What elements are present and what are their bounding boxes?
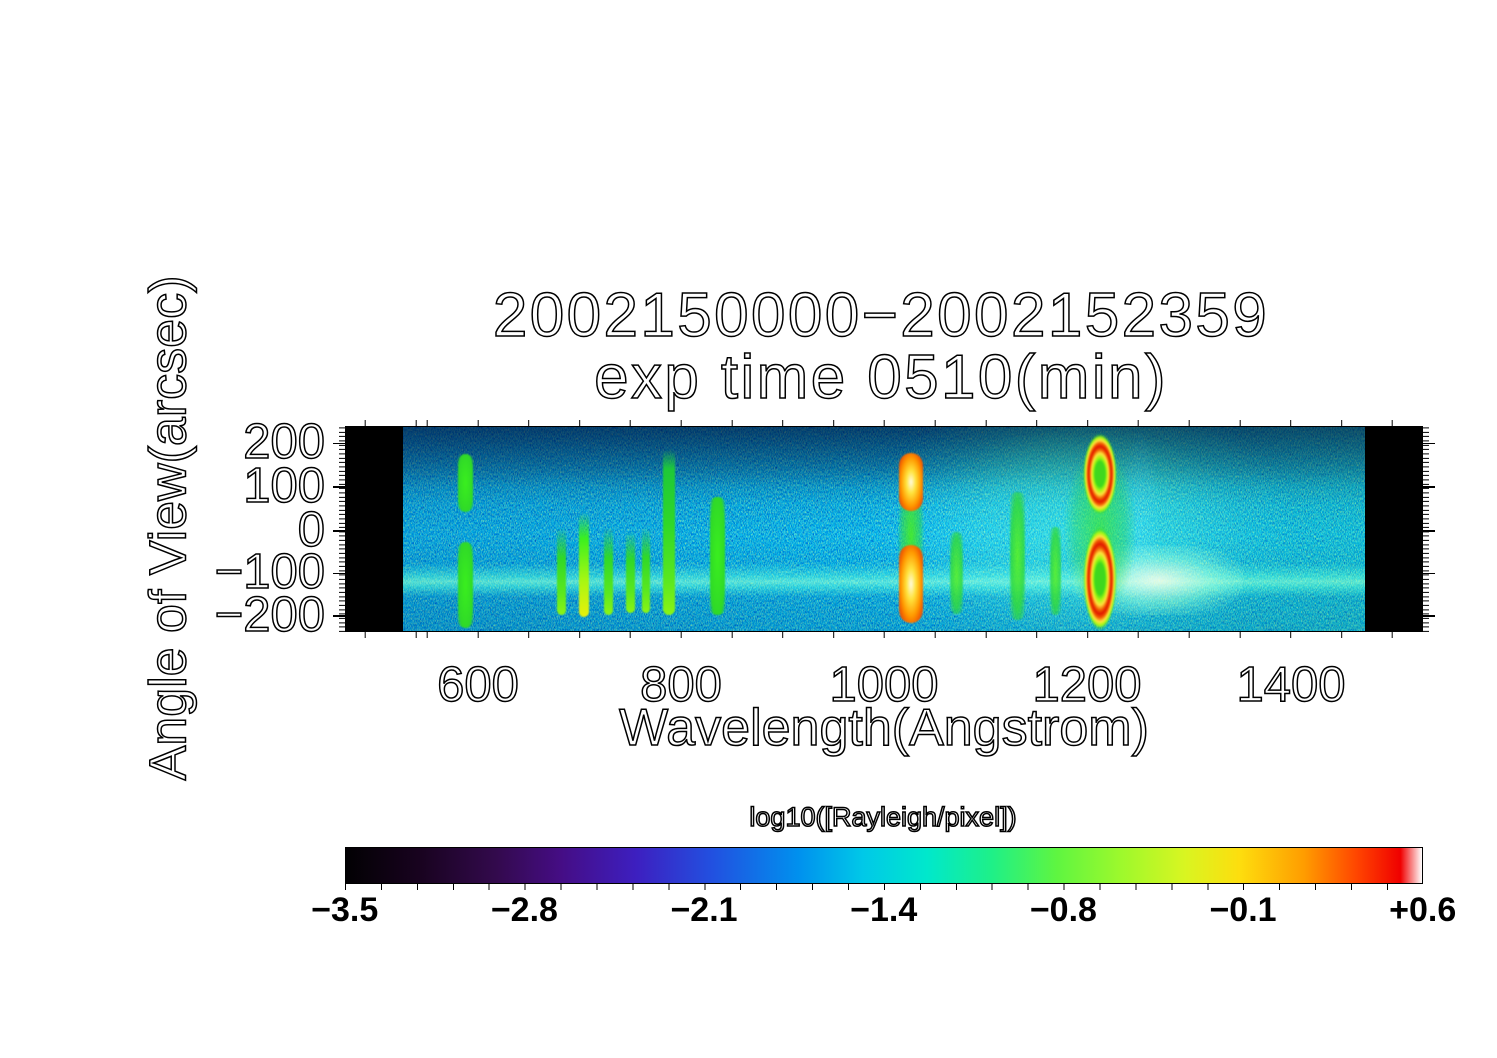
- svg-text:exp time 0510(min): exp time 0510(min): [594, 343, 1168, 412]
- svg-text:1400: 1400: [1236, 658, 1345, 712]
- svg-text:log10([Rayleigh/pixel]): log10([Rayleigh/pixel]): [749, 802, 1016, 832]
- svg-text:Angle of View(arcsec): Angle of View(arcsec): [140, 276, 198, 781]
- svg-text:−200: −200: [215, 588, 325, 642]
- svg-text:Wavelength(Angstrom): Wavelength(Angstrom): [619, 699, 1149, 757]
- svg-text:600: 600: [437, 658, 519, 712]
